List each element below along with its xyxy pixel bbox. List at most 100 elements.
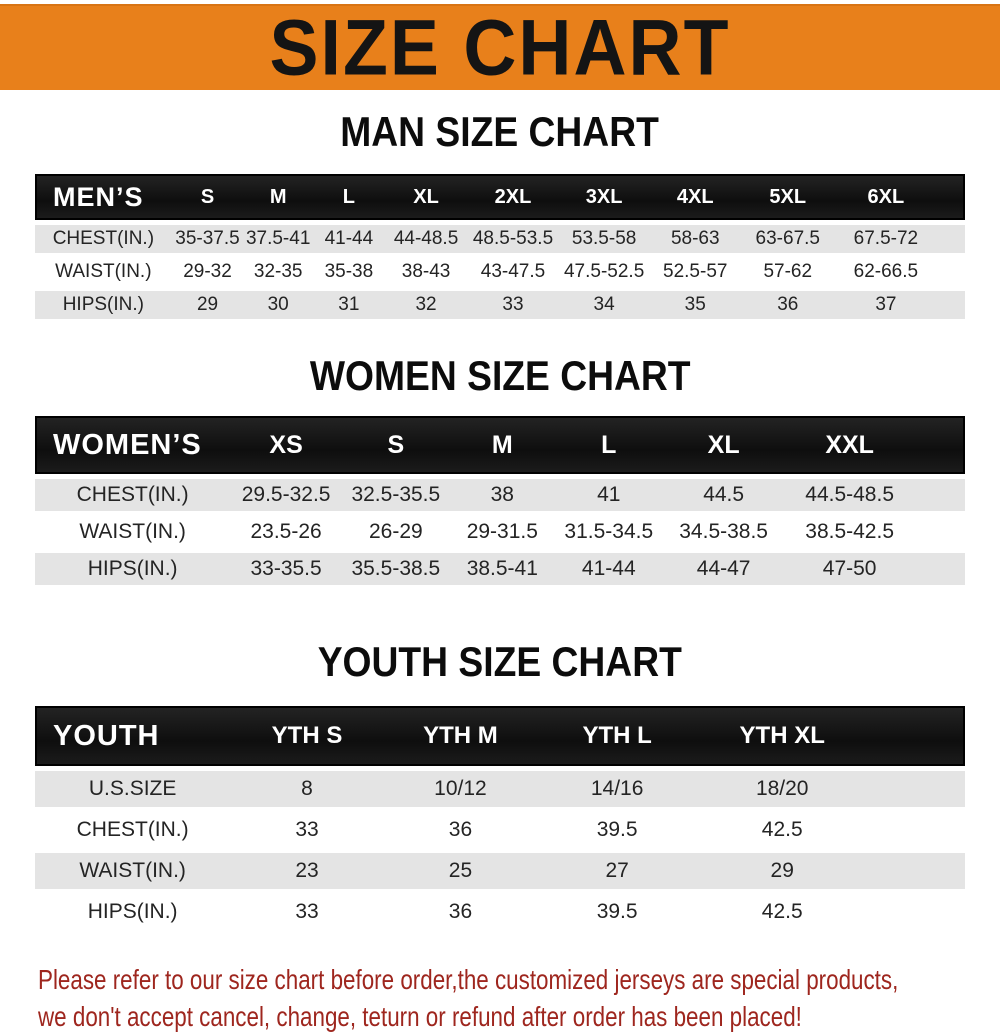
cell: 32.5-35.5 <box>341 479 450 511</box>
row-label: CHEST(IN.) <box>35 812 231 848</box>
cell: 32 <box>384 291 468 319</box>
cell: 58-63 <box>649 225 741 253</box>
column-header: M <box>243 174 314 220</box>
table-row-ussize: U.S.SIZE 8 10/12 14/16 18/20 <box>35 771 965 807</box>
row-label: HIPS(IN.) <box>35 894 231 930</box>
row-label: HIPS(IN.) <box>35 291 172 319</box>
cell: 39.5 <box>537 894 698 930</box>
cell: 27 <box>537 853 698 889</box>
cell: 47.5-52.5 <box>558 258 650 286</box>
cell: 63-67.5 <box>740 225 835 253</box>
cell: 33-35.5 <box>230 553 342 585</box>
spacer-cell <box>937 258 965 286</box>
youth-section-heading-text: YOUTH SIZE CHART <box>317 639 683 687</box>
womens-header-row: WOMEN’S XS S M L XL XXL <box>35 416 965 474</box>
cell: 31 <box>313 291 385 319</box>
row-label: HIPS(IN.) <box>35 553 231 585</box>
row-label: WAIST(IN.) <box>35 258 172 286</box>
cell: 37 <box>834 291 938 319</box>
cell: 18/20 <box>697 771 868 807</box>
cell: 34 <box>558 291 650 319</box>
cell: 42.5 <box>697 894 868 930</box>
youth-size-table: YOUTH YTH S YTH M YTH L YTH XL U.S.SIZE … <box>35 701 965 935</box>
cell: 43-47.5 <box>467 258 559 286</box>
column-header: 2XL <box>467 174 559 220</box>
cell: 38 <box>449 479 555 511</box>
cell: 41 <box>554 479 663 511</box>
row-label: U.S.SIZE <box>35 771 231 807</box>
cell: 31.5-34.5 <box>554 516 663 548</box>
cell: 44-47 <box>662 553 785 585</box>
spacer-cell <box>914 479 965 511</box>
cell: 47-50 <box>784 553 915 585</box>
cell: 29-31.5 <box>449 516 555 548</box>
cell: 57-62 <box>740 258 835 286</box>
table-row-waist: WAIST(IN.) 29-32 32-35 35-38 38-43 43-47… <box>35 258 965 286</box>
cell: 30 <box>243 291 314 319</box>
table-row-waist: WAIST(IN.) 23.5-26 26-29 29-31.5 31.5-34… <box>35 516 965 548</box>
spacer-cell <box>867 812 965 848</box>
cell: 37.5-41 <box>243 225 314 253</box>
man-section-heading: MAN SIZE CHART <box>0 109 1000 157</box>
column-header: L <box>554 416 663 474</box>
man-section-heading-text: MAN SIZE CHART <box>340 109 660 157</box>
column-header: M <box>449 416 555 474</box>
column-header: XS <box>230 416 342 474</box>
spacer-cell <box>867 771 965 807</box>
spacer-cell <box>937 291 965 319</box>
disclaimer: Please refer to our size chart before or… <box>38 961 980 1035</box>
youth-header-label: YOUTH <box>35 706 231 766</box>
cell: 67.5-72 <box>834 225 938 253</box>
cell: 44.5 <box>662 479 785 511</box>
cell: 29.5-32.5 <box>230 479 342 511</box>
column-header: YTH XL <box>697 706 868 766</box>
spacer-cell <box>937 225 965 253</box>
column-header: L <box>313 174 385 220</box>
spacer-cell <box>867 894 965 930</box>
cell: 23 <box>230 853 384 889</box>
cell: 62-66.5 <box>834 258 938 286</box>
cell: 10/12 <box>383 771 538 807</box>
cell: 44-48.5 <box>384 225 468 253</box>
column-header: XXL <box>784 416 915 474</box>
spacer-cell <box>914 553 965 585</box>
column-header: 6XL <box>834 174 938 220</box>
women-section-heading: WOMEN SIZE CHART <box>0 354 1000 400</box>
table-row-hips: HIPS(IN.) 33 36 39.5 42.5 <box>35 894 965 930</box>
disclaimer-line-1: Please refer to our size chart before or… <box>38 964 899 995</box>
row-label: WAIST(IN.) <box>35 516 231 548</box>
cell: 36 <box>383 894 538 930</box>
column-header: YTH S <box>230 706 384 766</box>
cell: 35 <box>649 291 741 319</box>
cell: 33 <box>230 812 384 848</box>
cell: 36 <box>383 812 538 848</box>
column-header: S <box>171 174 244 220</box>
column-header: XL <box>662 416 785 474</box>
cell: 14/16 <box>537 771 698 807</box>
cell: 35-37.5 <box>171 225 244 253</box>
cell: 38.5-42.5 <box>784 516 915 548</box>
table-row-hips: HIPS(IN.) 29 30 31 32 33 34 35 36 37 <box>35 291 965 319</box>
column-header: 5XL <box>740 174 835 220</box>
cell: 33 <box>467 291 559 319</box>
cell: 8 <box>230 771 384 807</box>
row-label: CHEST(IN.) <box>35 479 231 511</box>
cell: 38.5-41 <box>449 553 555 585</box>
banner-title: SIZE CHART <box>269 3 731 92</box>
row-label: WAIST(IN.) <box>35 853 231 889</box>
womens-size-table: WOMEN’S XS S M L XL XXL CHEST(IN.) 29.5-… <box>35 411 965 590</box>
disclaimer-line-2: we don't accept cancel, change, teturn o… <box>38 1001 802 1032</box>
womens-header-label: WOMEN’S <box>35 416 231 474</box>
size-chart-banner: SIZE CHART <box>0 3 1000 92</box>
column-header: YTH L <box>537 706 698 766</box>
cell: 41-44 <box>313 225 385 253</box>
cell: 32-35 <box>243 258 314 286</box>
row-label: CHEST(IN.) <box>35 225 172 253</box>
spacer-cell <box>937 174 965 220</box>
mens-size-table: MEN’S S M L XL 2XL 3XL 4XL 5XL 6XL CHEST… <box>35 169 965 324</box>
mens-header-label: MEN’S <box>35 174 172 220</box>
table-row-hips: HIPS(IN.) 33-35.5 35.5-38.5 38.5-41 41-4… <box>35 553 965 585</box>
table-row-chest: CHEST(IN.) 35-37.5 37.5-41 41-44 44-48.5… <box>35 225 965 253</box>
cell: 52.5-57 <box>649 258 741 286</box>
cell: 23.5-26 <box>230 516 342 548</box>
